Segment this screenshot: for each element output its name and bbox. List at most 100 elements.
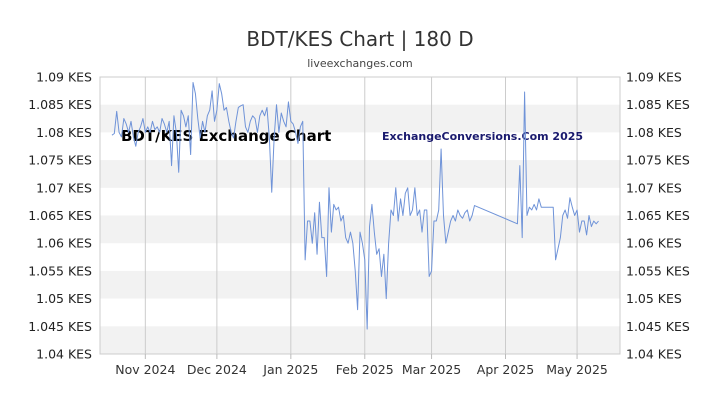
data-point: [393, 215, 394, 216]
data-point: [452, 215, 453, 216]
data-point: [278, 132, 279, 133]
grid-band: [100, 326, 620, 354]
data-point: [197, 118, 198, 119]
watermark-right: ExchangeConversions.Com 2025: [382, 130, 583, 143]
data-point: [336, 209, 337, 210]
data-point: [264, 115, 265, 116]
data-point: [314, 212, 315, 213]
data-point: [281, 112, 282, 113]
data-point: [293, 123, 294, 124]
data-point: [149, 132, 150, 133]
data-point: [371, 204, 372, 205]
data-point: [238, 107, 239, 108]
data-point: [116, 111, 117, 112]
data-point: [285, 126, 286, 127]
data-point: [519, 165, 520, 166]
data-point: [376, 254, 377, 255]
data-point: [164, 123, 165, 124]
data-point: [130, 121, 131, 122]
data-point: [181, 110, 182, 111]
y-tick-label-right: 1.085 KES: [626, 97, 690, 112]
data-point: [188, 115, 189, 116]
data-point: [161, 118, 162, 119]
data-point: [443, 215, 444, 216]
data-point: [223, 110, 224, 111]
data-point: [572, 207, 573, 208]
data-point: [169, 121, 170, 122]
data-point: [469, 220, 470, 221]
data-point: [464, 212, 465, 213]
data-point: [202, 121, 203, 122]
data-point: [409, 215, 410, 216]
data-point: [400, 198, 401, 199]
data-point: [421, 232, 422, 233]
data-point: [429, 276, 430, 277]
data-point: [126, 123, 127, 124]
data-point: [111, 135, 112, 136]
grid-band: [100, 104, 620, 133]
data-point: [231, 132, 232, 133]
data-point: [266, 107, 267, 108]
data-point: [581, 220, 582, 221]
data-point: [347, 243, 348, 244]
data-point: [424, 209, 425, 210]
data-point: [383, 254, 384, 255]
data-point: [274, 137, 275, 138]
data-point: [438, 209, 439, 210]
data-point: [145, 132, 146, 133]
x-tick-label: Mar 2025: [402, 362, 461, 377]
data-point: [529, 207, 530, 208]
data-point: [362, 243, 363, 244]
data-point: [462, 218, 463, 219]
data-point: [426, 209, 427, 210]
data-point: [166, 132, 167, 133]
data-point: [367, 328, 368, 329]
data-point: [128, 132, 129, 133]
data-point: [259, 115, 260, 116]
data-point: [576, 209, 577, 210]
data-point: [300, 126, 301, 127]
data-point: [553, 207, 554, 208]
data-point: [584, 220, 585, 221]
data-point: [302, 121, 303, 122]
data-point: [283, 121, 284, 122]
data-point: [390, 209, 391, 210]
data-point: [138, 132, 139, 133]
data-point: [195, 93, 196, 94]
data-point: [436, 220, 437, 221]
chart-subtitle: liveexchanges.com: [307, 57, 412, 70]
data-point: [185, 126, 186, 127]
data-point: [276, 104, 277, 105]
data-point: [173, 115, 174, 116]
data-point: [118, 132, 119, 133]
data-point: [395, 187, 396, 188]
data-point: [307, 220, 308, 221]
data-point: [316, 254, 317, 255]
data-point: [212, 90, 213, 91]
y-tick-label-left: 1.09 KES: [36, 70, 92, 85]
data-point: [190, 154, 191, 155]
data-point: [312, 243, 313, 244]
data-point: [517, 223, 518, 224]
data-point: [526, 215, 527, 216]
y-tick-label-left: 1.05 KES: [36, 291, 92, 306]
data-point: [386, 298, 387, 299]
chart-title: BDT/KES Chart | 180 D: [246, 27, 473, 51]
data-point: [448, 232, 449, 233]
data-point: [586, 234, 587, 235]
data-point: [309, 220, 310, 221]
data-point: [257, 132, 258, 133]
data-point: [209, 110, 210, 111]
x-axis: Nov 2024 Dec 2024 Jan 2025 Feb 2025 Mar 2025…: [115, 354, 608, 377]
data-point: [460, 215, 461, 216]
data-point: [381, 276, 382, 277]
data-point: [538, 198, 539, 199]
data-point: [457, 209, 458, 210]
data-point: [562, 215, 563, 216]
data-point: [252, 115, 253, 116]
y-tick-label-left: 1.075 KES: [28, 153, 92, 168]
data-point: [221, 93, 222, 94]
data-point: [114, 133, 115, 134]
data-point: [288, 101, 289, 102]
